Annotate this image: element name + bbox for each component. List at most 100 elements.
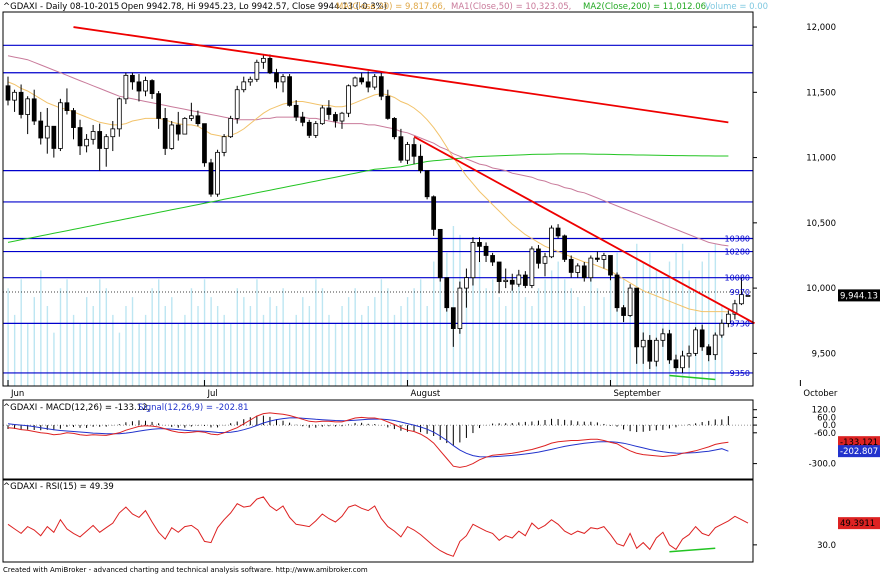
candle-body <box>169 124 175 149</box>
volume-bar <box>164 306 166 386</box>
candle-body <box>162 118 168 149</box>
candle-body <box>25 98 31 115</box>
volume-bar <box>190 288 193 386</box>
month-label: September <box>613 389 660 399</box>
candle-body <box>97 131 103 149</box>
price-pane: 9,500 10,000 10,500 11,000 11,500 12,000 10380… <box>2 11 880 399</box>
trendline <box>413 135 755 325</box>
candle-body <box>208 162 214 195</box>
price-tick-label: 9,500 <box>812 349 836 359</box>
volume-bar <box>714 243 717 386</box>
candle-body <box>411 144 417 157</box>
macd-tick-label: -60.0 <box>814 429 836 439</box>
volume-bar <box>498 297 500 386</box>
volume-bar <box>144 314 147 386</box>
volume-bar <box>184 314 186 386</box>
macd-signal-header: Signal(12,26,9) = -202.81 <box>138 403 249 413</box>
candle-body <box>457 287 463 329</box>
candle-body <box>680 355 685 369</box>
volume-bar <box>13 314 16 386</box>
volume-bar <box>118 332 121 386</box>
candle-body <box>516 274 522 285</box>
volume-bar <box>472 270 474 386</box>
candle-body <box>110 128 116 138</box>
candle-body <box>490 255 495 263</box>
candle-body <box>372 76 378 88</box>
volume-bar <box>197 306 199 386</box>
volume-bar <box>452 226 455 386</box>
candle-body <box>581 265 587 279</box>
candle-body <box>673 359 679 369</box>
volume-bar <box>151 288 153 386</box>
volume-bar <box>269 297 271 386</box>
volume-bar <box>92 306 94 386</box>
volume-bar <box>321 288 324 386</box>
rsi-last-label-bg <box>838 517 880 530</box>
candle-body <box>130 74 135 83</box>
volume-bar <box>315 279 317 386</box>
candle-body <box>280 76 286 83</box>
volume-bar <box>393 314 396 386</box>
volume-bar <box>603 297 605 386</box>
candle-body <box>77 127 83 147</box>
macd-pane: 120.060.00.0-60.0 -300.0 -133.121-202.807 <box>2 399 880 480</box>
volume-bar <box>675 252 677 386</box>
candle-body <box>64 102 70 111</box>
candle-body <box>522 274 528 286</box>
candle-body <box>464 277 469 289</box>
volume-bar <box>400 306 402 386</box>
volume-bar <box>216 306 219 386</box>
candle-body <box>274 72 279 83</box>
volume-bar <box>177 323 180 386</box>
candle-body <box>5 85 11 101</box>
candle-body <box>712 334 718 356</box>
macd-tick-label: -300.0 <box>809 460 836 470</box>
volume-bar <box>158 279 160 386</box>
macd-line <box>7 412 729 468</box>
candle-body <box>352 77 358 87</box>
candle-body <box>450 307 456 329</box>
candle-body <box>536 248 541 264</box>
candle-body <box>287 76 292 106</box>
level-label: 9970 <box>730 288 750 297</box>
candle-body <box>234 89 240 119</box>
header-ma20: MA(Close,20) = 9,817.66, <box>336 2 446 12</box>
header-ma50: MA1(Close,50) = 10,323.05, <box>451 2 571 12</box>
macd-pane-border <box>2 399 754 480</box>
month-label: Jun <box>10 389 24 399</box>
candle-body <box>496 261 502 282</box>
header-volume: Volume = 0.00 <box>705 2 768 12</box>
volume-bar <box>439 243 442 386</box>
volume-bar <box>380 279 383 386</box>
candle-body <box>202 123 207 164</box>
volume-bar <box>72 314 75 386</box>
volume-bar <box>275 306 278 386</box>
candle-body <box>398 136 404 161</box>
last-price-label-bg <box>838 289 880 302</box>
candle-body <box>365 81 371 88</box>
macd-tick-label: 0.0 <box>822 421 836 431</box>
signal-last-label: -202.807 <box>840 447 878 457</box>
signal-line <box>7 417 729 458</box>
volume-bar <box>524 297 527 386</box>
candle-body <box>221 136 227 153</box>
level-label: 9730 <box>730 319 750 328</box>
price-tick-label: 12,000 <box>806 23 836 33</box>
price-pane-border <box>2 11 754 387</box>
candle-body <box>568 258 574 273</box>
volume-bar <box>171 297 173 386</box>
volume-bar <box>302 297 304 386</box>
candle-body <box>483 245 489 256</box>
header-symbol: ^GDAXI - Daily 08-10-2015 <box>3 2 119 12</box>
volume-bar <box>688 270 690 386</box>
candle-body <box>424 170 430 198</box>
candle-body <box>215 151 220 195</box>
rsi-last-label: 49.3911 <box>840 519 875 529</box>
candle-body <box>116 98 122 130</box>
rsi-pane: 30.0 49.3911 <box>2 479 880 563</box>
candle-body <box>431 196 437 230</box>
candle-body <box>136 81 142 92</box>
candle-body <box>378 76 384 97</box>
price-tick-label: 11,500 <box>806 88 836 98</box>
candle-body <box>123 74 129 100</box>
